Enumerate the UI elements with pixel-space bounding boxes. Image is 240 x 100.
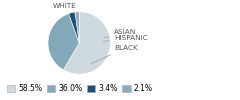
Text: WHITE: WHITE bbox=[53, 3, 76, 14]
Text: HISPANIC: HISPANIC bbox=[103, 35, 148, 41]
Wedge shape bbox=[75, 12, 79, 43]
Text: BLACK: BLACK bbox=[91, 45, 138, 64]
Wedge shape bbox=[69, 12, 79, 43]
Legend: 58.5%, 36.0%, 3.4%, 2.1%: 58.5%, 36.0%, 3.4%, 2.1% bbox=[4, 81, 156, 96]
Wedge shape bbox=[48, 14, 79, 70]
Text: ASIAN: ASIAN bbox=[104, 29, 136, 38]
Wedge shape bbox=[63, 12, 110, 74]
